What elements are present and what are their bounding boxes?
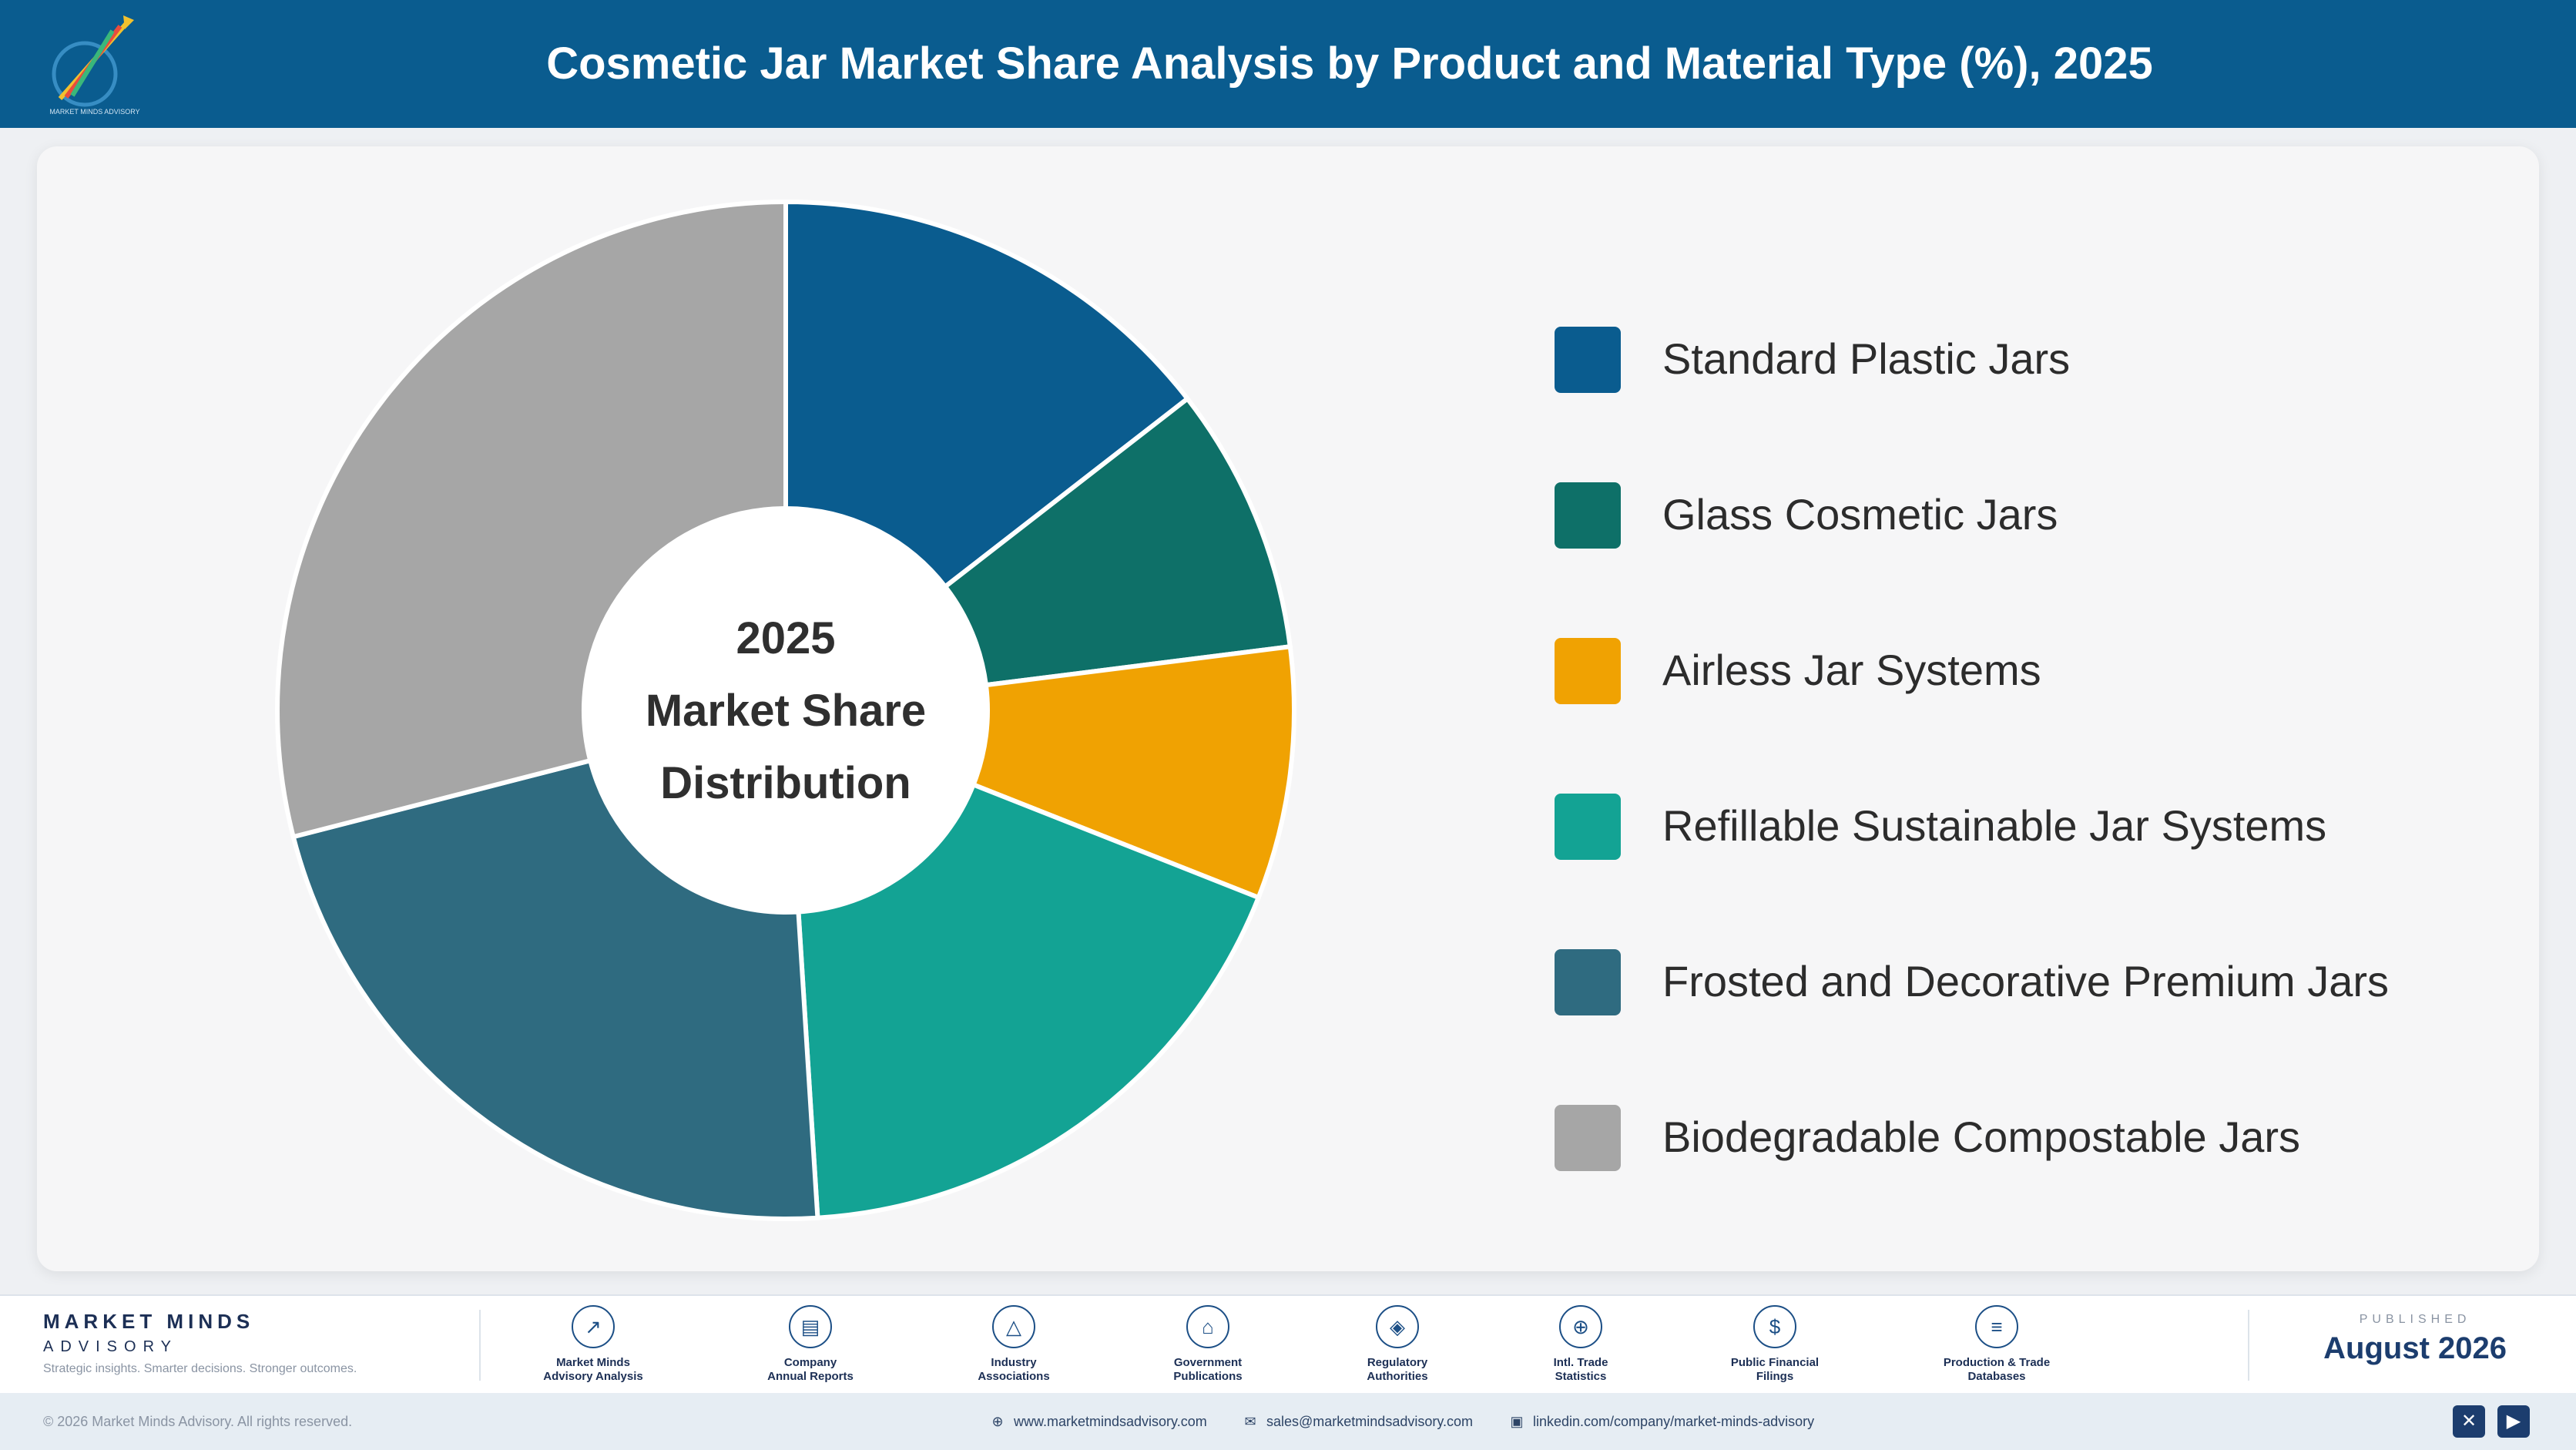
source-label: Regulatory Authorities (1367, 1356, 1428, 1383)
footer: MARKET MINDS ADVISORY Strategic insights… (0, 1294, 2576, 1393)
legend-item: Glass Cosmetic Jars (1555, 479, 2556, 549)
source-item: △ Industry Associations (937, 1305, 1091, 1384)
donut-center-label: 2025 Market Share Distribution (593, 602, 978, 820)
legend-item: Biodegradable Compostable Jars (1555, 1102, 2556, 1171)
source-label: Government Publications (1173, 1356, 1243, 1383)
legend-swatch (1555, 1105, 1621, 1171)
center-label-line-1: 2025 (736, 613, 836, 663)
globe-icon: ⊕ (991, 1414, 1004, 1429)
legend-swatch (1555, 638, 1621, 704)
center-label-line-2: Market Share (645, 686, 927, 736)
legend-label: Standard Plastic Jars (1662, 334, 2071, 383)
chart-panel: 2025 Market Share Distribution Standard … (37, 146, 2539, 1271)
legend-item: Airless Jar Systems (1555, 635, 2556, 704)
linkedin-icon: ▣ (1510, 1414, 1524, 1429)
coin-icon: $ (1753, 1305, 1796, 1348)
shield-icon: ◈ (1376, 1305, 1419, 1348)
source-item: ⊕ Intl. Trade Statistics (1504, 1305, 1658, 1384)
document-icon: ▤ (789, 1305, 832, 1348)
source-label: Industry Associations (978, 1356, 1050, 1383)
globe-icon: ⊕ (1559, 1305, 1602, 1348)
center-label-line-3: Distribution (660, 758, 911, 808)
legend-swatch (1555, 949, 1621, 1015)
youtube-social-icon[interactable]: ▶ (2497, 1405, 2530, 1438)
published-block: PUBLISHED August 2026 (2323, 1313, 2507, 1366)
copyright-text: © 2026 Market Minds Advisory. All rights… (43, 1414, 353, 1429)
legend-swatch (1555, 482, 1621, 549)
email-text: sales@marketmindsadvisory.com (1266, 1414, 1474, 1429)
legend-label: Biodegradable Compostable Jars (1662, 1113, 2301, 1161)
legend-swatch (1555, 794, 1621, 860)
linkedin-link[interactable]: ▣ linkedin.com/company/market-minds-advis… (1508, 1393, 1814, 1450)
legend-label: Frosted and Decorative Premium Jars (1662, 957, 2390, 1005)
legend-item: Frosted and Decorative Premium Jars (1555, 946, 2556, 1015)
linkedin-text: linkedin.com/company/market-minds-adviso… (1533, 1414, 1815, 1429)
legend-item: Standard Plastic Jars (1555, 324, 2556, 393)
svg-text:MARKET MINDS ADVISORY: MARKET MINDS ADVISORY (49, 108, 139, 116)
page-title: Cosmetic Jar Market Share Analysis by Pr… (546, 39, 2153, 89)
legend-item: Refillable Sustainable Jar Systems (1555, 790, 2556, 860)
email-link[interactable]: ✉ sales@marketmindsadvisory.com (1242, 1393, 1473, 1450)
header-bar: MARKET MINDS ADVISORY Cosmetic Jar Marke… (0, 0, 2576, 128)
source-item: ↗ Market Minds Advisory Analysis (516, 1305, 670, 1384)
donut-chart (275, 199, 1297, 1222)
source-label: Market Minds Advisory Analysis (543, 1356, 643, 1383)
mail-icon: ✉ (1244, 1414, 1256, 1429)
legend-label: Refillable Sustainable Jar Systems (1662, 801, 2327, 850)
x-social-icon[interactable]: ✕ (2453, 1405, 2485, 1438)
legend-swatch (1555, 327, 1621, 393)
source-label: Intl. Trade Statistics (1553, 1356, 1608, 1383)
source-label: Public Financial Filings (1730, 1356, 1820, 1383)
published-date: August 2026 (2323, 1331, 2507, 1365)
published-label: PUBLISHED (2359, 1313, 2471, 1326)
website-link[interactable]: ⊕ www.marketmindsadvisory.com (989, 1393, 1207, 1450)
source-label: Company Annual Reports (767, 1356, 854, 1383)
brand-subtitle: ADVISORY (43, 1338, 178, 1355)
source-label: Production & Trade Databases (1943, 1356, 2051, 1383)
legend-label: Airless Jar Systems (1662, 646, 2041, 694)
source-item: ◈ Regulatory Authorities (1320, 1305, 1474, 1384)
source-item: ▤ Company Annual Reports (733, 1305, 887, 1384)
footer-brand: MARKET MINDS ADVISORY Strategic insights… (43, 1310, 357, 1376)
footer-divider (479, 1310, 481, 1381)
footer-divider (2248, 1310, 2249, 1381)
bottom-bar: © 2026 Market Minds Advisory. All rights… (0, 1393, 2576, 1450)
source-item: ⌂ Government Publications (1131, 1305, 1285, 1384)
network-icon: △ (992, 1305, 1035, 1348)
trend-icon: ↗ (572, 1305, 615, 1348)
website-text: www.marketmindsadvisory.com (1014, 1414, 1207, 1429)
legend-label: Glass Cosmetic Jars (1662, 490, 2058, 539)
logo-icon: MARKET MINDS ADVISORY (49, 15, 140, 116)
donut-hole (584, 509, 988, 912)
source-item: $ Public Financial Filings (1698, 1305, 1852, 1384)
source-item: ≡ Production & Trade Databases (1920, 1305, 2074, 1384)
database-icon: ≡ (1975, 1305, 2018, 1348)
building-icon: ⌂ (1186, 1305, 1229, 1348)
brand-name: MARKET MINDS (43, 1310, 255, 1333)
brand-tagline: Strategic insights. Smarter decisions. S… (43, 1362, 357, 1375)
